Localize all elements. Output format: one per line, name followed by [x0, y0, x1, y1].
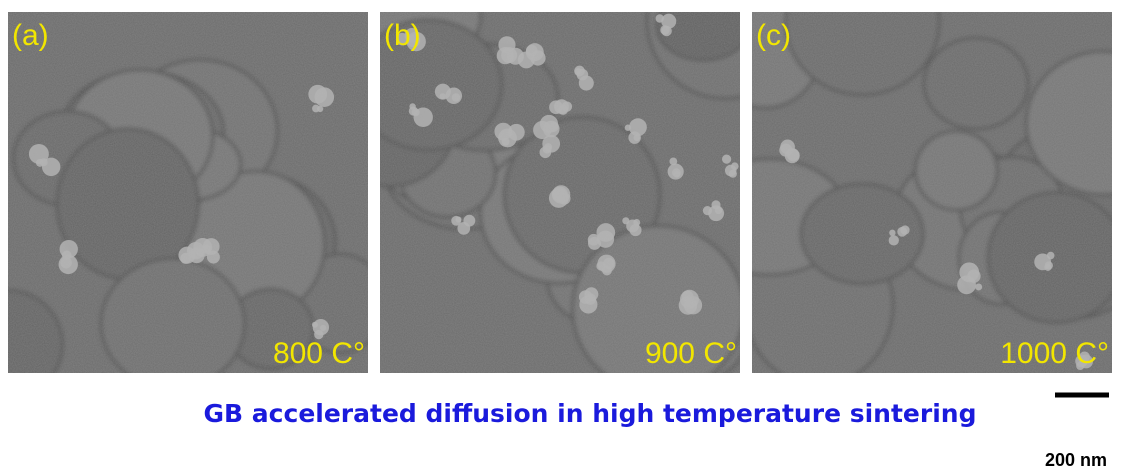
- temperature-label: 1000 C°: [1000, 337, 1109, 370]
- panel-label: (b): [384, 19, 421, 52]
- sem-panel: [752, 12, 1112, 373]
- sem-panel: [8, 12, 368, 373]
- scale-label: 200 nm: [1045, 450, 1107, 470]
- panel-label: (c): [756, 19, 791, 52]
- caption: GB accelerated diffusion in high tempera…: [204, 399, 977, 428]
- noise: [752, 12, 1112, 373]
- temperature-label: 800 C°: [273, 337, 365, 370]
- noise: [380, 12, 740, 373]
- panel-label: (a): [12, 19, 49, 52]
- noise: [8, 12, 368, 373]
- temperature-label: 900 C°: [645, 337, 737, 370]
- sem-panel: [380, 12, 740, 373]
